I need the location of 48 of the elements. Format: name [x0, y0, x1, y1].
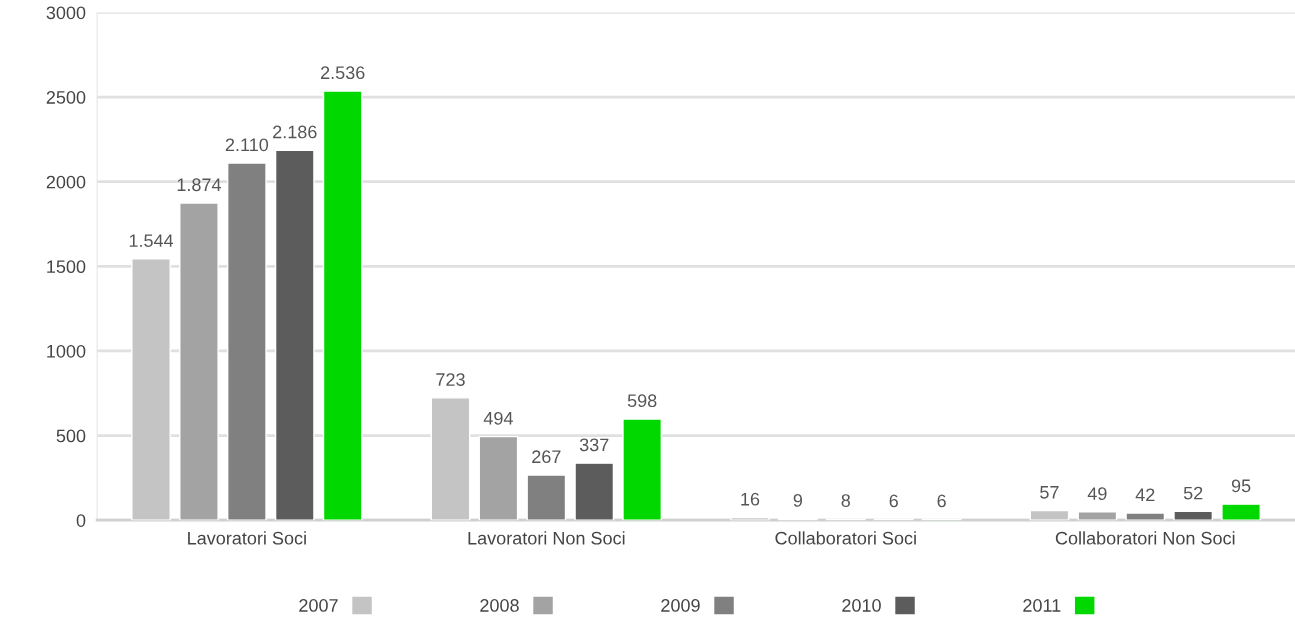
data-label: 494: [483, 411, 513, 425]
data-label: 1.544: [129, 234, 174, 247]
bar: [274, 149, 315, 521]
bar: [179, 202, 219, 521]
data-label: 2.110: [225, 138, 269, 152]
bar: [1125, 512, 1166, 521]
bar: [322, 90, 363, 521]
bar: [226, 162, 267, 521]
x-tick-label: Collaboratori Non Soci: [1055, 531, 1235, 545]
data-label: 723: [436, 373, 465, 386]
y-tick-label: 2500: [46, 91, 86, 104]
data-label: 49: [1087, 487, 1107, 501]
data-label: 337: [579, 438, 609, 452]
x-tick-label: Lavoratori Non Soci: [468, 531, 625, 545]
x-tick-label: Lavoratori Soci: [188, 531, 306, 545]
legend-label: 2008: [480, 599, 519, 612]
legend-label: 2011: [1023, 599, 1061, 612]
data-label: 52: [1183, 486, 1203, 500]
y-tick-label: 1500: [47, 260, 86, 274]
data-label: 95: [1231, 479, 1251, 493]
data-label: 6: [937, 494, 946, 508]
legend-label: 2010: [842, 599, 881, 612]
data-label: 8: [841, 494, 851, 507]
bar: [574, 462, 615, 521]
bar: [1221, 503, 1261, 521]
bar: [622, 418, 663, 521]
data-label: 1.874: [177, 178, 222, 192]
legend-label: 2007: [299, 599, 338, 612]
data-label: 57: [1040, 486, 1059, 499]
data-label: 42: [1135, 488, 1155, 502]
data-label: 598: [627, 394, 657, 408]
data-label: 16: [741, 492, 760, 506]
data-label: 6: [889, 494, 898, 508]
legend-label: 2009: [661, 599, 700, 612]
y-tick-label: 1000: [47, 344, 86, 358]
data-label: 267: [532, 450, 561, 464]
data-label: 2.186: [273, 125, 317, 139]
bar: [1077, 511, 1118, 521]
data-label: 9: [793, 493, 803, 507]
data-label: 2.536: [321, 66, 365, 80]
bar: [526, 474, 567, 521]
y-tick-label: 3000: [46, 6, 86, 20]
y-tick-label: 500: [56, 429, 86, 443]
y-tick-label: 0: [76, 514, 86, 527]
y-tick-label: 2000: [46, 175, 86, 189]
bar: [1173, 510, 1214, 521]
bar: [478, 435, 519, 521]
x-tick-label: Collaboratori Soci: [775, 531, 916, 545]
